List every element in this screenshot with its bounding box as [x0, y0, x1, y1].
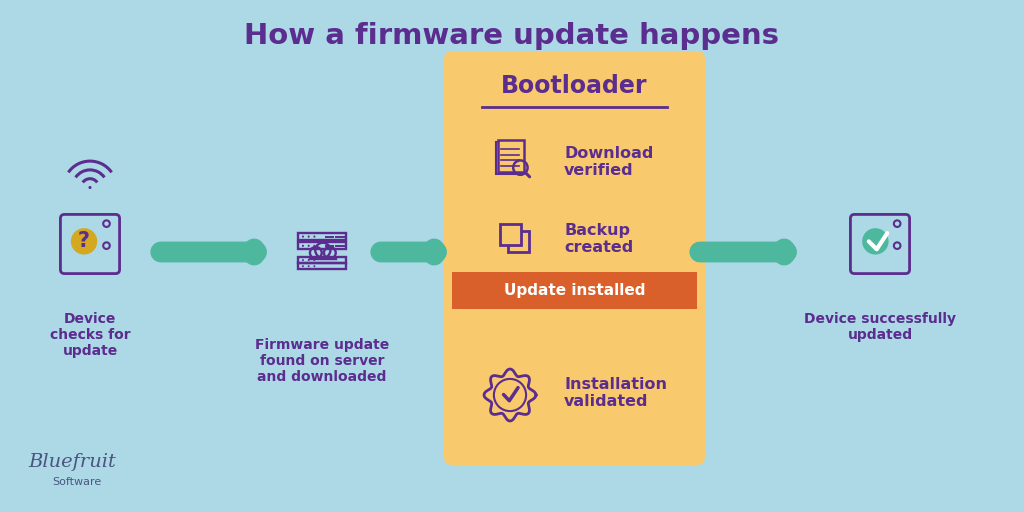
FancyBboxPatch shape — [500, 224, 521, 245]
Circle shape — [307, 245, 309, 247]
Text: ?: ? — [78, 231, 90, 251]
Text: Software: Software — [52, 477, 101, 487]
Text: Bluefruit: Bluefruit — [28, 453, 116, 471]
Circle shape — [313, 236, 315, 238]
Text: Firmware update
found on server
and downloaded: Firmware update found on server and down… — [255, 338, 389, 385]
Circle shape — [313, 265, 315, 267]
Text: Installation
validated: Installation validated — [564, 377, 667, 409]
FancyBboxPatch shape — [496, 142, 521, 174]
Text: Update installed: Update installed — [504, 283, 645, 298]
Circle shape — [862, 228, 889, 254]
Bar — [452, 272, 697, 309]
Circle shape — [307, 265, 309, 267]
FancyBboxPatch shape — [444, 51, 705, 465]
Circle shape — [313, 259, 315, 261]
Text: Bootloader: Bootloader — [502, 74, 648, 98]
Circle shape — [71, 228, 97, 254]
Circle shape — [313, 245, 315, 247]
Circle shape — [307, 259, 309, 261]
FancyBboxPatch shape — [498, 140, 523, 172]
Text: How a firmware update happens: How a firmware update happens — [245, 22, 779, 50]
Text: Download
verified: Download verified — [564, 146, 653, 178]
Circle shape — [307, 236, 309, 238]
Circle shape — [302, 236, 304, 238]
Circle shape — [302, 259, 304, 261]
Circle shape — [302, 245, 304, 247]
Text: Device successfully
updated: Device successfully updated — [804, 312, 956, 342]
Text: Backup
created: Backup created — [564, 223, 633, 255]
Text: Device
checks for
update: Device checks for update — [50, 312, 130, 358]
FancyBboxPatch shape — [508, 231, 529, 252]
Polygon shape — [484, 369, 536, 421]
Circle shape — [88, 186, 91, 189]
Circle shape — [302, 265, 304, 267]
